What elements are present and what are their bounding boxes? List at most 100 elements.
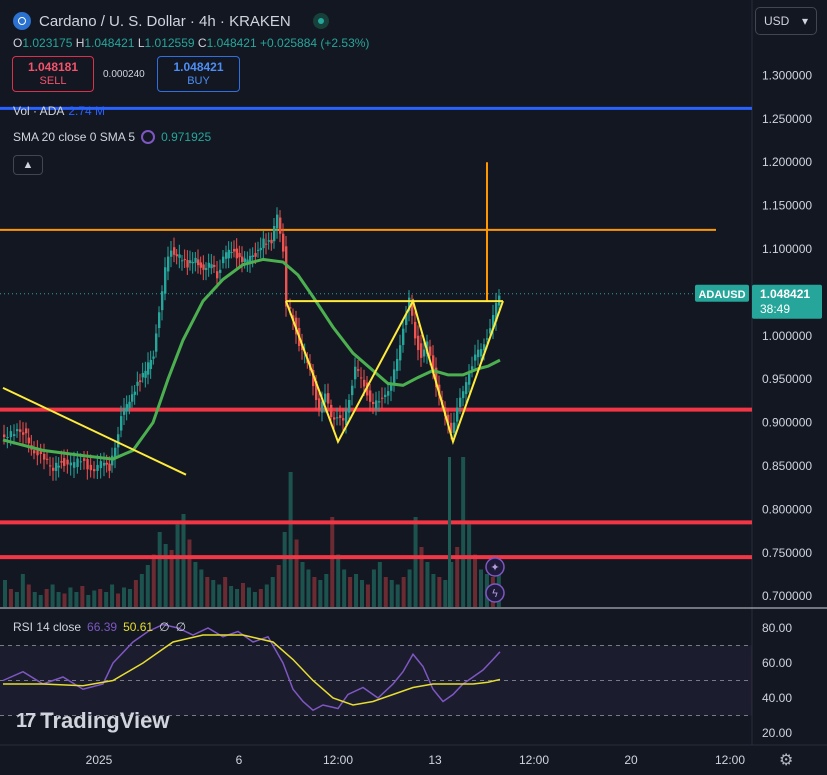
candle-body (381, 397, 384, 399)
buy-button[interactable]: 1.048421 BUY (157, 56, 240, 92)
rsi-tick-label: 20.00 (762, 726, 792, 740)
symbol-tag: ADAUSD (698, 289, 745, 301)
candle-body (402, 328, 405, 345)
volume-bar (395, 584, 400, 607)
candle-body (63, 458, 66, 466)
candle-body (372, 402, 375, 405)
candle-body (194, 257, 197, 263)
candle-body (197, 259, 200, 266)
candle-body (492, 315, 495, 329)
candle-body (257, 249, 260, 251)
buy-price: 1.048421 (173, 60, 224, 74)
tradingview-icon: 17 (16, 709, 36, 732)
currency-label: USD (764, 14, 790, 28)
candle-body (429, 346, 432, 356)
volume-bar (80, 586, 85, 607)
volume-bar (312, 577, 317, 607)
volume-bar (92, 590, 97, 607)
volume-value: 2.74 M (68, 104, 106, 118)
buy-label: BUY (187, 75, 210, 87)
volume-bar (258, 589, 263, 607)
y-tick-label: 0.850000 (762, 459, 812, 473)
volume-bar (86, 595, 91, 607)
collapse-legend-button[interactable]: ▲ (13, 155, 43, 175)
candle-body (178, 254, 181, 258)
sell-button[interactable]: 1.048181 SELL (12, 56, 94, 92)
volume-bar (264, 584, 269, 607)
candle-body (348, 400, 351, 413)
candle-body (139, 380, 142, 382)
volume-bar (211, 580, 216, 607)
candle-body (378, 401, 381, 403)
brand-name: TradingView (40, 708, 170, 733)
y-tick-label: 1.200000 (762, 155, 812, 169)
x-tick-label: 12:00 (323, 753, 353, 767)
chevron-up-icon: ▲ (22, 159, 34, 171)
tradingview-logo[interactable]: 17 TradingView (16, 708, 169, 734)
candle-body (471, 366, 474, 370)
volume-bar (14, 592, 19, 607)
volume-bar (223, 577, 228, 607)
candle-body (369, 390, 372, 402)
volume-bar (371, 569, 376, 607)
close-key: C (197, 36, 207, 50)
candle-body (186, 260, 189, 268)
candle-body (375, 400, 378, 410)
candle-body (230, 252, 233, 254)
symbol-title[interactable]: Cardano / U. S. Dollar · 4h · KRAKEN (39, 12, 291, 30)
candle-body (339, 415, 342, 418)
settings-gear-icon[interactable]: ⚙ (779, 752, 794, 769)
candle-body (345, 409, 348, 426)
sma-legend[interactable]: SMA 20 close 0 SMA 5 0.971925 (13, 130, 211, 144)
candle-body (25, 428, 28, 434)
volume-bar (217, 584, 222, 607)
y-tick-label: 0.750000 (762, 546, 812, 560)
rsi-legend[interactable]: RSI 14 close 66.39 50.61 ∅ ∅ (13, 620, 186, 634)
candle-body (393, 369, 396, 385)
candle-body (9, 431, 13, 438)
volume-label: Vol · ADA (13, 104, 65, 118)
close-value: 1.048421 (206, 36, 257, 50)
candle-body (219, 269, 222, 273)
volume-bar (175, 524, 180, 607)
candle-body (246, 259, 249, 264)
rsi-label: RSI 14 close (13, 620, 82, 634)
candle-body (265, 243, 268, 245)
candle-body (456, 407, 459, 422)
candle-body (336, 417, 339, 419)
candle-body (202, 264, 205, 270)
volume-bar (235, 589, 240, 607)
candle-body (83, 458, 86, 461)
volume-bar (127, 589, 132, 607)
candle-body (105, 462, 109, 465)
volume-bar (145, 565, 150, 607)
currency-select[interactable]: USD ▾ (755, 7, 817, 35)
volume-bar (169, 550, 174, 607)
candle-body (225, 252, 228, 259)
volume-bar (306, 569, 311, 607)
volume-legend[interactable]: Vol · ADA 2.74 M (13, 104, 105, 118)
volume-bar (383, 577, 388, 607)
cardano-icon (13, 12, 31, 30)
volume-bar (389, 580, 394, 607)
volume-bar (193, 562, 198, 607)
x-tick-label: 12:00 (519, 753, 549, 767)
volume-bar (139, 574, 144, 607)
candle-body (96, 464, 99, 471)
candle-body (46, 458, 49, 460)
volume-bar (425, 562, 430, 607)
candle-body (152, 356, 155, 359)
candle-body (19, 429, 22, 432)
ai-sparkle-glyph: ✦ (490, 561, 499, 574)
candle-body (233, 248, 236, 252)
candle-body (285, 246, 288, 307)
volume-bar (44, 589, 49, 607)
volume-bar (282, 532, 287, 607)
volume-bar (348, 577, 353, 607)
candle-body (276, 214, 279, 229)
y-tick-label: 0.950000 (762, 372, 812, 386)
volume-bar (419, 547, 424, 607)
volume-bar (449, 562, 454, 607)
candle-body (125, 404, 129, 412)
